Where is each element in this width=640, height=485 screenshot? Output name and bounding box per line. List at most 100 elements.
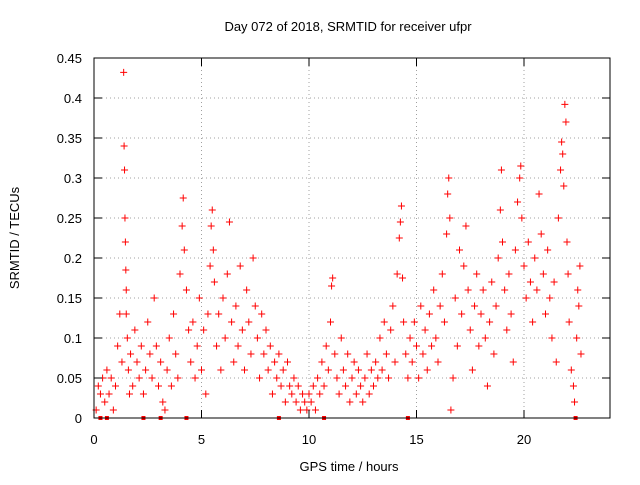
data-point — [307, 398, 315, 406]
data-point — [483, 382, 491, 390]
data-point — [526, 278, 534, 286]
data-point — [331, 350, 339, 358]
data-point — [185, 326, 193, 334]
data-point — [193, 342, 201, 350]
data-point — [542, 310, 549, 318]
data-point — [456, 246, 463, 254]
data-point — [200, 326, 208, 334]
data-point — [118, 358, 126, 366]
data-point — [161, 406, 169, 414]
data-point — [434, 358, 442, 366]
data-point — [109, 406, 117, 414]
data-point — [554, 214, 562, 222]
data-point — [256, 374, 264, 382]
data-point — [236, 262, 244, 270]
y-tick-label: 0 — [75, 411, 82, 426]
data-point — [494, 254, 502, 262]
data-point — [301, 398, 309, 406]
y-tick-label: 0.45 — [57, 51, 82, 66]
data-point — [228, 318, 236, 326]
x-tick-label: 5 — [198, 432, 205, 447]
data-point — [116, 310, 124, 318]
data-point — [509, 358, 517, 366]
data-point — [339, 366, 347, 374]
data-point — [344, 350, 352, 358]
data-point — [122, 286, 130, 294]
data-point — [253, 334, 261, 342]
data-point — [378, 366, 386, 374]
data-point — [152, 342, 160, 350]
data-point — [479, 286, 487, 294]
data-point — [531, 254, 539, 262]
data-point — [337, 334, 345, 342]
data-point — [150, 294, 158, 302]
data-point — [342, 382, 350, 390]
data-point — [245, 318, 253, 326]
data-point — [322, 342, 330, 350]
data-point — [346, 398, 354, 406]
data-point — [202, 390, 210, 398]
x-tick-label: 20 — [517, 432, 531, 447]
data-point — [365, 390, 373, 398]
data-point — [516, 174, 524, 182]
data-point — [320, 382, 328, 390]
data-point — [415, 374, 423, 382]
data-point — [305, 390, 313, 398]
data-point — [135, 374, 143, 382]
data-point — [576, 262, 584, 270]
data-point — [232, 302, 240, 310]
x-axis-label: GPS time / hours — [300, 459, 399, 474]
data-point — [271, 358, 279, 366]
data-point — [557, 166, 565, 174]
data-point — [558, 138, 566, 146]
data-point — [546, 294, 554, 302]
data-point — [155, 382, 162, 390]
data-point — [268, 390, 276, 398]
data-point — [125, 390, 133, 398]
data-point — [432, 334, 440, 342]
data-point — [514, 198, 522, 206]
data-point — [292, 398, 300, 406]
data-point — [408, 358, 416, 366]
data-point — [137, 342, 145, 350]
data-point — [440, 318, 448, 326]
data-point — [299, 390, 307, 398]
data-point — [367, 366, 375, 374]
data-point — [397, 202, 405, 210]
data-point — [284, 358, 291, 366]
data-point — [170, 310, 178, 318]
data-point — [94, 382, 102, 390]
data-point — [503, 326, 511, 334]
data-point — [213, 342, 221, 350]
data-point — [505, 270, 513, 278]
data-point — [389, 302, 397, 310]
data-point — [333, 374, 341, 382]
data-point — [490, 350, 498, 358]
plot-border — [93, 57, 611, 419]
data-point — [382, 350, 390, 358]
data-point — [241, 366, 248, 374]
data-point — [157, 358, 165, 366]
y-tick-label: 0.4 — [64, 91, 82, 106]
data-point — [363, 350, 371, 358]
data-point — [174, 374, 182, 382]
data-point — [324, 366, 332, 374]
data-point — [518, 214, 526, 222]
data-point — [281, 398, 289, 406]
data-point — [352, 390, 360, 398]
data-point — [176, 270, 184, 278]
data-point — [238, 326, 246, 334]
data-point — [219, 294, 227, 302]
data-point — [230, 358, 238, 366]
data-point — [223, 270, 231, 278]
data-point — [499, 238, 506, 246]
data-point — [488, 278, 496, 286]
data-point — [167, 382, 175, 390]
data-point — [550, 278, 558, 286]
data-point — [350, 358, 358, 366]
data-point — [451, 294, 459, 302]
data-point — [234, 342, 242, 350]
data-point — [243, 286, 251, 294]
data-point — [552, 358, 560, 366]
